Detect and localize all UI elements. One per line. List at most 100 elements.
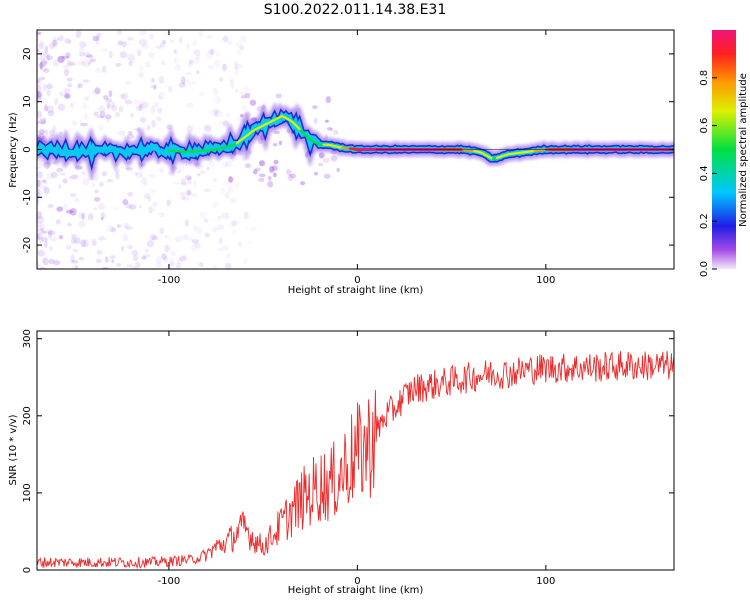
noise-blob [68, 39, 72, 45]
noise-blob [144, 61, 151, 68]
noise-blob [58, 235, 64, 240]
noise-blob [138, 72, 144, 79]
noise-blob [87, 213, 94, 221]
noise-blob [223, 181, 230, 186]
noise-blob [101, 65, 107, 74]
noise-blob [37, 261, 40, 269]
noise-blob [41, 179, 46, 183]
noise-blob [48, 258, 55, 265]
noise-blob [71, 120, 78, 126]
noise-blob [77, 59, 85, 67]
noise-blob [78, 51, 86, 57]
noise-blob [214, 110, 223, 117]
noise-blob [49, 43, 55, 50]
noise-blob [203, 218, 209, 223]
noise-blob [235, 182, 240, 189]
x-tick-label: -100 [158, 576, 181, 587]
noise-blob [192, 224, 198, 231]
noise-blob [219, 120, 226, 126]
noise-blob [226, 212, 230, 220]
noise-blob [105, 98, 113, 103]
noise-blob [221, 212, 229, 220]
noise-blob [115, 62, 123, 67]
noise-blob [79, 41, 87, 48]
noise-blob [216, 224, 225, 231]
noise-blob [153, 84, 157, 90]
noise-blob [56, 206, 64, 212]
noise-blob [158, 212, 165, 218]
noise-blob [66, 60, 71, 69]
noise-blob [149, 233, 156, 241]
noise-blob [241, 105, 247, 111]
snr-frame [36, 330, 675, 571]
noise-blob [289, 173, 297, 179]
noise-blob [39, 236, 43, 244]
noise-blob [96, 249, 103, 255]
noise-blob [195, 54, 201, 60]
noise-blob [135, 127, 141, 132]
noise-blob [267, 176, 272, 181]
noise-blob [60, 172, 66, 176]
y-tick-label: 10 [22, 95, 33, 108]
x-tick-label: -100 [158, 275, 181, 286]
noise-blob [318, 162, 324, 167]
noise-blob [37, 179, 41, 188]
noise-blob [116, 224, 122, 228]
noise-blob [119, 51, 128, 59]
noise-blob [41, 257, 46, 264]
noise-blob [199, 91, 205, 96]
noise-blob [38, 223, 46, 228]
noise-blob [146, 239, 154, 248]
noise-blob [253, 169, 258, 175]
noise-blob [224, 160, 232, 168]
noise-blob [186, 188, 191, 197]
noise-blob [63, 88, 71, 94]
noise-blob [287, 174, 294, 181]
noise-blob [132, 255, 139, 261]
noise-blob [187, 237, 195, 242]
noise-blob [52, 39, 58, 47]
noise-blob [69, 176, 73, 180]
noise-blob [216, 247, 224, 252]
noise-blob [56, 37, 61, 41]
y-tick-label: -20 [22, 237, 33, 253]
noise-blob [116, 30, 122, 35]
noise-blob [220, 187, 225, 194]
noise-blob [39, 129, 46, 135]
noise-blob [37, 95, 42, 102]
noise-blob [166, 124, 173, 130]
noise-blob [46, 105, 55, 114]
noise-blob [141, 101, 149, 109]
noise-blob [185, 72, 192, 76]
noise-blob [37, 232, 44, 241]
noise-blob [46, 55, 54, 61]
noise-blob [37, 94, 43, 98]
noise-blob [118, 130, 126, 137]
noise-blob [53, 260, 61, 266]
noise-blob [93, 207, 98, 211]
noise-blob [128, 130, 133, 136]
colorbar: 0.0 0.2 0.4 0.6 0.8 Normalized spectral ampl… [699, 30, 749, 277]
noise-blob [134, 261, 141, 269]
noise-blob [62, 178, 68, 184]
noise-blob [47, 230, 53, 239]
noise-blob [322, 157, 330, 163]
noise-blob [187, 62, 194, 67]
noise-blob [41, 76, 46, 80]
noise-blob [122, 41, 127, 48]
colorbar-gradient [712, 30, 736, 269]
noise-blob [116, 262, 122, 267]
noise-blob [177, 164, 185, 172]
noise-blob [300, 181, 306, 186]
noise-blob [212, 200, 218, 209]
colorbar-tick-label: 0.4 [699, 165, 710, 181]
noise-blob [71, 264, 78, 269]
noise-blob [122, 234, 129, 242]
noise-blob [38, 42, 44, 50]
noise-blob [239, 45, 245, 50]
noise-blob [37, 57, 43, 61]
noise-blob [126, 53, 135, 61]
noise-blob [106, 179, 114, 183]
noise-blob [39, 118, 47, 125]
noise-blob [62, 203, 68, 211]
